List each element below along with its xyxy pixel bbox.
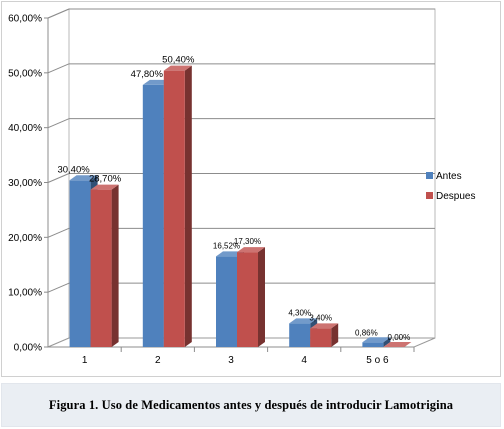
data-label: 16,52% — [213, 241, 240, 250]
bar-chart: 0,00%10,00%20,00%30,00%40,00%50,00%60,00… — [8, 8, 475, 366]
bar-front — [237, 252, 258, 347]
bar-side — [383, 337, 391, 347]
y-tick-label: 0,00% — [14, 343, 42, 354]
bar-top — [310, 323, 339, 329]
bar-despues-3 — [237, 247, 265, 347]
bar-front — [163, 70, 185, 347]
bar-side — [331, 323, 339, 347]
bars — [69, 65, 412, 347]
y-tick-label: 20,00% — [8, 233, 42, 244]
bar-despues-1 — [90, 184, 119, 347]
gridline-side — [47, 282, 70, 293]
bar-top — [163, 65, 192, 71]
data-label: 28,70% — [89, 174, 122, 185]
bar-top — [237, 247, 265, 253]
bar-despues-4 — [310, 323, 339, 347]
data-label: 4,30% — [288, 308, 311, 317]
bar-top — [90, 184, 119, 190]
data-label: 47,80% — [131, 69, 164, 80]
y-tick-label: 50,00% — [8, 68, 42, 79]
caption-box: Figura 1. Uso de Medicamentos antes y de… — [1, 383, 501, 427]
data-label: 50,40% — [162, 55, 195, 66]
legend-label-despues: Despues — [436, 191, 475, 202]
bar-front — [90, 189, 112, 347]
gridline-side — [47, 118, 70, 129]
data-label: 0,00% — [388, 333, 411, 342]
data-labels: 30,40%28,70% 47,80% 50,40% 16,52%17,30% 4,30… — [57, 55, 410, 342]
bar-side — [184, 65, 192, 347]
gridlines — [47, 8, 435, 293]
legend-label-antes: Antes — [436, 171, 462, 182]
bar-despues-5 — [383, 342, 412, 347]
bar-front — [289, 323, 311, 347]
gridline-side — [47, 227, 70, 238]
y-axis-ticks: 0,00% 10,00% 20,00% 30,00% 40,00% 50,00% 60,00… — [8, 14, 49, 354]
x-tick-label: 5 o 6 — [366, 355, 389, 366]
y-tick-label: 30,00% — [8, 178, 42, 189]
bar-front — [69, 180, 91, 347]
data-label: 30,40% — [57, 164, 90, 175]
bar-antes-5 — [362, 337, 391, 347]
bar-front — [310, 328, 332, 347]
data-label: 17,30% — [234, 237, 261, 246]
bar-top — [289, 318, 318, 324]
chart-frame: 0,00% 10,00% 20,00% 30,00% 40,00% 50,00% 60,00… — [1, 1, 501, 377]
bar-front — [216, 256, 237, 347]
y-tick-label: 10,00% — [8, 288, 42, 299]
bar-top — [69, 175, 98, 181]
gridline-side — [47, 63, 70, 74]
y-tick-label: 40,00% — [8, 123, 42, 134]
bar-front — [142, 84, 164, 347]
gridline-side — [47, 8, 70, 19]
x-tick-label: 3 — [228, 355, 234, 366]
legend-swatch-antes — [426, 172, 433, 179]
gridline-side — [47, 173, 70, 183]
x-tick-label: 1 — [82, 355, 88, 366]
bar-top — [362, 337, 391, 343]
bar-side — [258, 247, 265, 347]
figure-caption: Figura 1. Uso de Medicamentos antes y de… — [48, 397, 454, 412]
bar-despues-2 — [163, 65, 192, 347]
x-tick-label: 4 — [301, 355, 307, 366]
bar-front — [362, 342, 384, 347]
bar-top — [383, 342, 412, 347]
x-axis-ticks: 1 2 3 4 5 o 6 — [48, 346, 415, 366]
data-label: 0,86% — [355, 328, 378, 337]
data-label: 3,40% — [309, 313, 332, 322]
y-tick-label: 60,00% — [8, 14, 42, 25]
x-tick-label: 2 — [155, 355, 161, 366]
legend-swatch-despues — [426, 192, 433, 199]
legend: Antes Despues — [426, 171, 475, 202]
bar-side — [111, 184, 119, 347]
